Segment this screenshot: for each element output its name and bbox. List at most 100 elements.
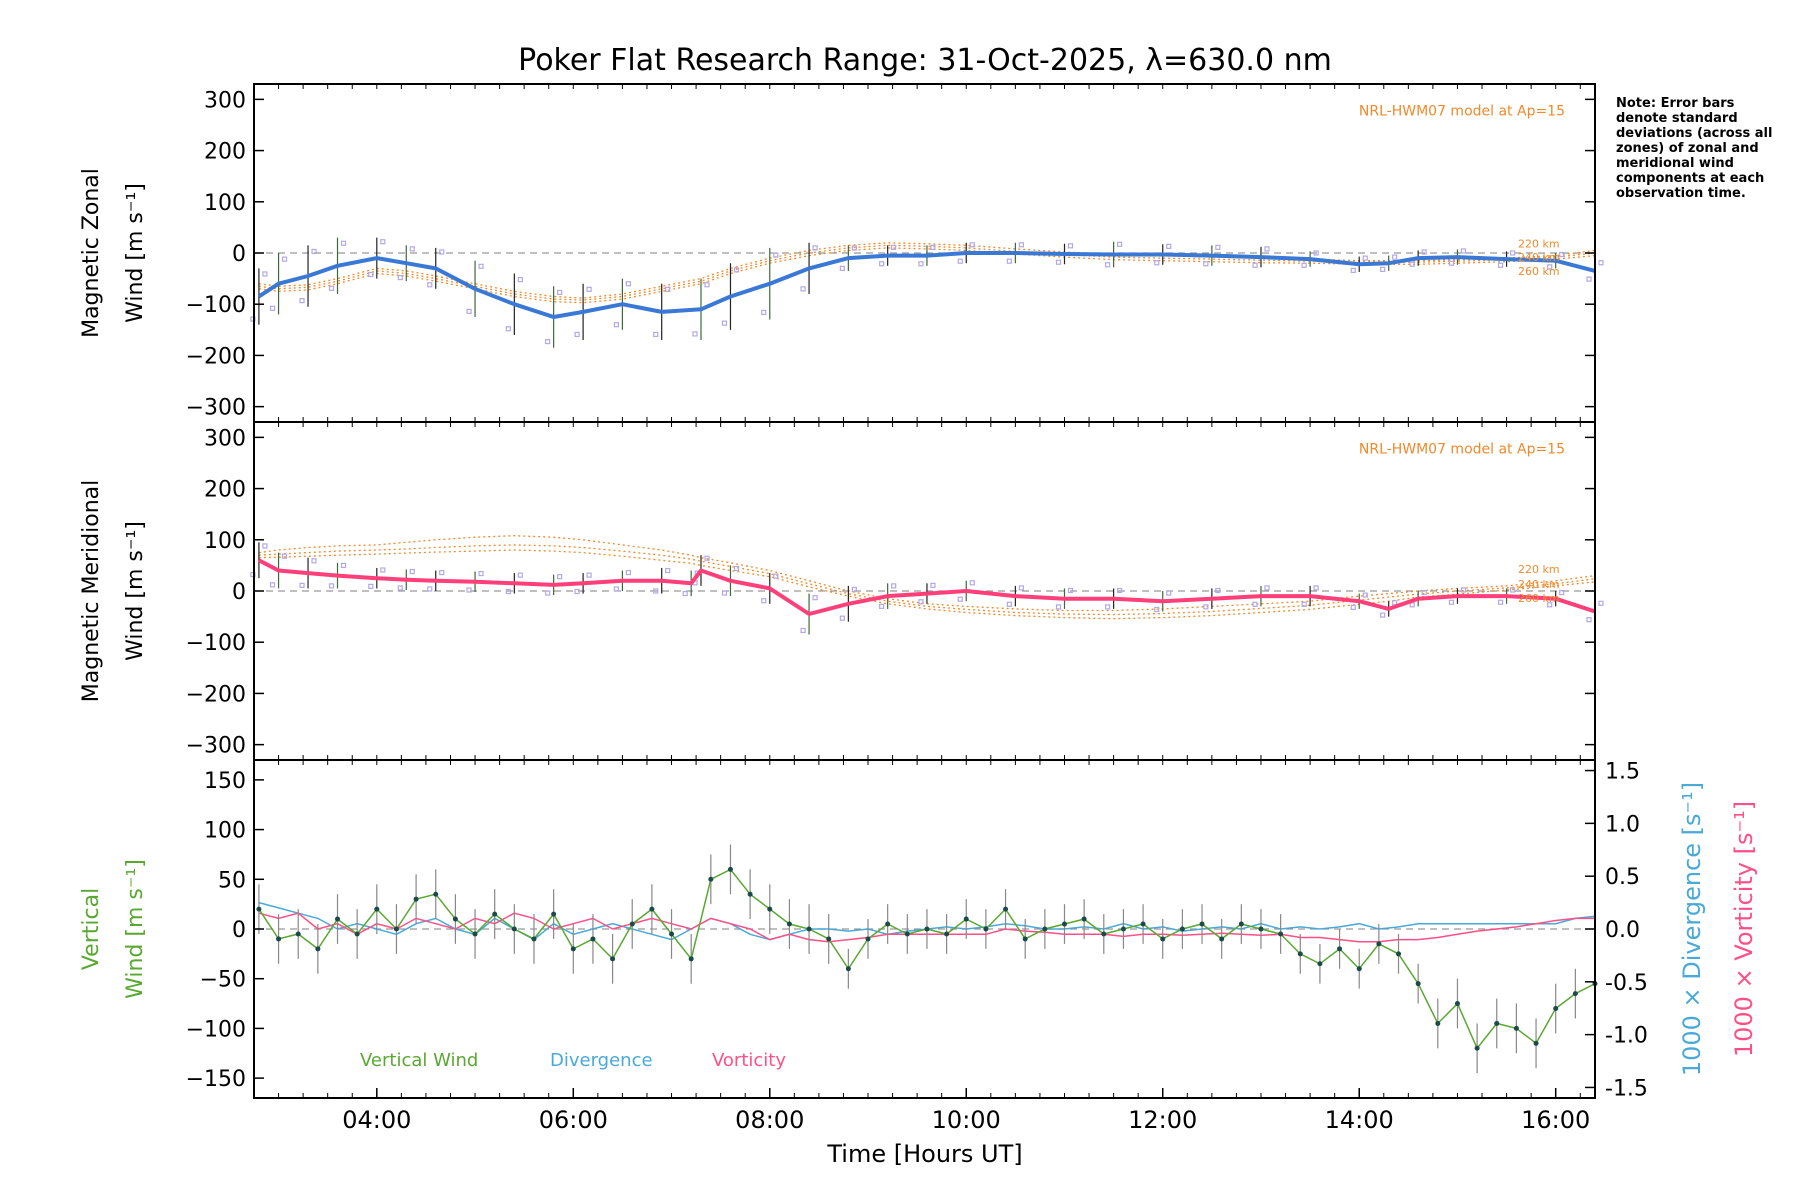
zonal-zone-marker bbox=[1203, 261, 1209, 267]
vertical-wind-point bbox=[669, 931, 675, 937]
vertical-wind-point bbox=[1238, 921, 1244, 927]
right-tick-label: -1.0 bbox=[1605, 1024, 1648, 1049]
meridional-zone-marker bbox=[1448, 599, 1455, 605]
vertical-wind-point bbox=[393, 926, 399, 932]
x-tick-label: 08:00 bbox=[735, 1106, 804, 1134]
zonal-zone-marker bbox=[340, 240, 347, 246]
zonal-zone-marker bbox=[427, 282, 433, 288]
vertical-wind-point bbox=[1297, 951, 1303, 957]
vertical-wind-point bbox=[1454, 1001, 1460, 1007]
vertical-wind-point bbox=[983, 926, 989, 932]
x-tick-label: 06:00 bbox=[539, 1106, 608, 1134]
y-tick-label: 100 bbox=[204, 191, 246, 216]
meridional-zone-marker bbox=[1409, 602, 1415, 608]
vertical-wind-point bbox=[885, 921, 891, 927]
zonal-zone-marker bbox=[1105, 262, 1111, 268]
vertical-wind-point bbox=[806, 926, 812, 932]
zonal-zone-marker bbox=[1154, 260, 1160, 266]
vertical-wind-point bbox=[924, 926, 930, 932]
y-tick-label: −100 bbox=[186, 631, 246, 656]
meridional-model-altitude-label: 220 km bbox=[1518, 563, 1560, 576]
zonal-zone-marker bbox=[1018, 242, 1024, 248]
meridional-zone-marker bbox=[299, 582, 305, 588]
vertical-wind-point bbox=[315, 946, 321, 952]
vertical-wind-point bbox=[1120, 926, 1126, 932]
meridional-zone-marker bbox=[1215, 587, 1221, 594]
zonal-model-altitude-label: 260 km bbox=[1518, 265, 1560, 278]
zonal-zone-marker bbox=[879, 261, 885, 267]
meridional-zone-marker bbox=[1421, 589, 1427, 596]
zonal-zone-marker bbox=[1497, 262, 1504, 268]
meridional-zone-marker bbox=[733, 565, 740, 572]
zonal-zone-marker bbox=[1392, 254, 1398, 260]
zonal-zone-marker bbox=[397, 274, 403, 281]
meridional-zone-marker bbox=[1203, 604, 1209, 610]
zonal-zone-marker bbox=[1380, 266, 1386, 272]
meridional-zone-marker bbox=[1105, 604, 1111, 610]
meridional-zone-marker bbox=[439, 569, 445, 576]
x-tick-label: 14:00 bbox=[1325, 1106, 1394, 1134]
meridional-zone-marker bbox=[397, 585, 403, 591]
zonal-model-line-0 bbox=[258, 242, 1596, 299]
meridional-zone-marker bbox=[340, 562, 347, 568]
meridional-zone-marker bbox=[368, 583, 374, 589]
right-tick-label: 0.0 bbox=[1605, 918, 1640, 943]
zonal-zone-marker bbox=[851, 245, 857, 251]
zonal-zone-marker bbox=[557, 289, 563, 296]
vertical-wind-point bbox=[511, 926, 517, 932]
y-tick-label: −200 bbox=[186, 344, 246, 369]
zonal-zone-marker bbox=[281, 256, 288, 262]
chart-title: Poker Flat Research Range: 31-Oct-2025, … bbox=[518, 43, 1332, 78]
vertical-ylabel-1: Vertical bbox=[79, 888, 104, 970]
vertical-wind-point bbox=[1415, 981, 1421, 987]
y-tick-label: 0 bbox=[232, 242, 246, 267]
meridional-zone-marker bbox=[311, 558, 317, 564]
y-tick-label: 300 bbox=[204, 426, 246, 451]
zonal-zone-marker bbox=[1598, 260, 1604, 266]
vertical-wind-point bbox=[865, 936, 871, 942]
meridional-zone-marker bbox=[761, 598, 767, 604]
zonal-zone-marker bbox=[1547, 264, 1553, 270]
zonal-zone-marker bbox=[1460, 248, 1467, 254]
zonal-zone-marker bbox=[969, 242, 975, 248]
legend-2: Vorticity bbox=[712, 1050, 786, 1071]
meridional-zone-marker bbox=[812, 595, 818, 601]
vertical-wind-point bbox=[1003, 906, 1009, 912]
meridional-zone-marker bbox=[1264, 585, 1270, 591]
meridional-zone-marker bbox=[478, 570, 484, 577]
zonal-zone-marker bbox=[665, 286, 671, 292]
zonal-zone-marker bbox=[1264, 246, 1270, 252]
meridional-zone-marker bbox=[1154, 606, 1160, 613]
zonal-zone-marker bbox=[517, 277, 523, 283]
vertical-wind-point bbox=[452, 916, 458, 922]
note-text: Note: Error bars denote standard deviati… bbox=[1616, 96, 1773, 201]
zonal-model-altitude-label: 220 km bbox=[1518, 238, 1560, 251]
zonal-ylabel-1: Magnetic Zonal bbox=[79, 168, 104, 338]
meridional-zone-marker bbox=[281, 553, 288, 559]
vertical-wind-point bbox=[1042, 926, 1048, 932]
y-tick-label: 300 bbox=[204, 88, 246, 113]
vertical-wind-point bbox=[1337, 946, 1343, 952]
zonal-frame bbox=[253, 83, 1596, 423]
meridional-model-label: NRL-HWM07 model at Ap=15 bbox=[1359, 442, 1565, 458]
vertical-wind-point bbox=[904, 931, 910, 937]
right-tick-label: 1.0 bbox=[1605, 812, 1640, 837]
zonal-zone-marker bbox=[957, 258, 963, 264]
vertical-wind-point bbox=[963, 916, 969, 922]
vertical-wind-point bbox=[747, 891, 753, 897]
zonal-ylabel-2: Wind [m s⁻¹] bbox=[123, 183, 148, 323]
x-tick-label: 16:00 bbox=[1521, 1106, 1590, 1134]
meridional-zone-marker bbox=[557, 574, 563, 580]
vertical-wind-point bbox=[1435, 1020, 1441, 1026]
vertical-wind-point bbox=[1396, 951, 1402, 957]
zonal-zone-marker bbox=[625, 281, 632, 287]
zonal-zone-marker bbox=[311, 248, 317, 255]
meridional-model-altitude-label: 240 km bbox=[1518, 578, 1560, 591]
vertical-wind-point bbox=[354, 931, 360, 937]
zonal-zone-marker bbox=[505, 326, 511, 332]
vertical-wind-point bbox=[570, 946, 576, 952]
meridional-zone-marker bbox=[574, 588, 580, 595]
right-tick-label: -0.5 bbox=[1605, 971, 1648, 996]
meridional-zone-marker bbox=[879, 603, 885, 609]
meridional-zone-marker bbox=[545, 590, 551, 596]
